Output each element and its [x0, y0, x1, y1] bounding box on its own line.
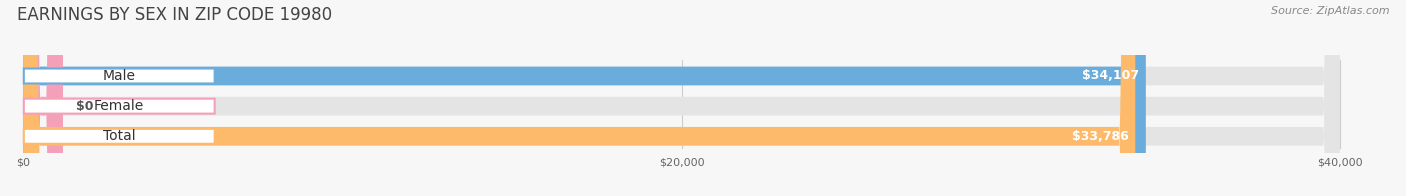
Text: Total: Total — [103, 129, 135, 143]
FancyBboxPatch shape — [24, 0, 63, 196]
FancyBboxPatch shape — [24, 129, 215, 144]
Text: Male: Male — [103, 69, 136, 83]
Text: Source: ZipAtlas.com: Source: ZipAtlas.com — [1271, 6, 1389, 16]
FancyBboxPatch shape — [24, 69, 215, 83]
FancyBboxPatch shape — [24, 0, 1146, 196]
FancyBboxPatch shape — [24, 99, 215, 114]
FancyBboxPatch shape — [24, 0, 1340, 196]
FancyBboxPatch shape — [24, 0, 1340, 196]
Text: $33,786: $33,786 — [1071, 130, 1129, 143]
Text: Female: Female — [94, 99, 145, 113]
FancyBboxPatch shape — [24, 0, 1135, 196]
Text: $0: $0 — [76, 100, 94, 113]
FancyBboxPatch shape — [24, 0, 1340, 196]
Text: $34,107: $34,107 — [1083, 70, 1139, 83]
Text: EARNINGS BY SEX IN ZIP CODE 19980: EARNINGS BY SEX IN ZIP CODE 19980 — [17, 6, 332, 24]
